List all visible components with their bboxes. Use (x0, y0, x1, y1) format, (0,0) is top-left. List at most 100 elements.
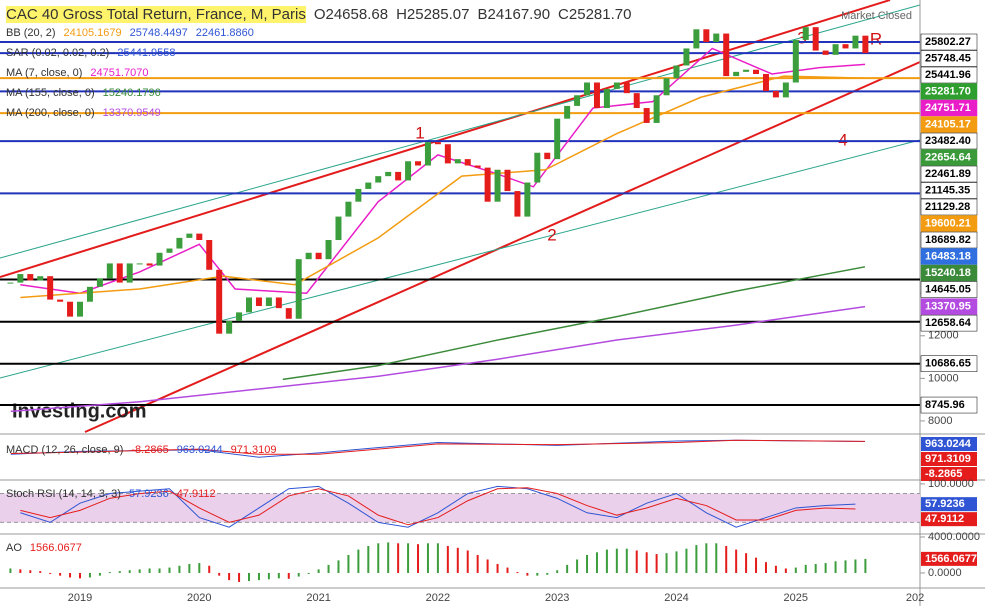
ao-bar (854, 559, 857, 573)
ao-bar (59, 572, 62, 576)
price-box (920, 83, 978, 100)
indicator-row: SAR (0.02, 0.02, 0.2) 25441.9558 (6, 47, 183, 59)
candle (593, 82, 600, 109)
ao-bar (357, 549, 360, 573)
channel-upper (0, 0, 891, 278)
ao-bar (794, 567, 797, 573)
ao-bar (665, 553, 668, 573)
x-tick-label: 2025 (784, 592, 808, 604)
x-tick-label: 2020 (187, 592, 211, 604)
ao-bar (715, 543, 718, 573)
price-label: 16483.18 (925, 250, 971, 262)
price-box (920, 264, 978, 282)
ao-bar (128, 570, 131, 573)
readout-value: -8.2865 (131, 444, 169, 456)
indicator-line (20, 487, 856, 526)
ao-bar (705, 543, 708, 573)
ao-bar (586, 554, 589, 573)
candle (17, 274, 24, 283)
ao-bar (39, 571, 42, 573)
candle (584, 82, 591, 96)
candle (743, 69, 750, 72)
candle (653, 95, 660, 123)
channel-mid (0, 4, 921, 259)
x-tick-label: 202 (906, 592, 924, 604)
candle (27, 274, 34, 281)
ao-bar (307, 572, 310, 574)
ao-bar (198, 563, 201, 573)
price-box (920, 182, 978, 199)
price-label: 12658.64 (925, 317, 972, 329)
ao-bar (208, 565, 211, 573)
x-tick-label: 2021 (306, 592, 330, 604)
ao-bar (645, 552, 648, 573)
ao-bar (267, 572, 270, 580)
ao-bar (456, 547, 459, 573)
candle (544, 152, 551, 160)
candle (156, 252, 163, 266)
candle (96, 278, 103, 287)
candle (623, 82, 630, 94)
price-label: 15240.18 (925, 267, 971, 279)
candle (405, 161, 412, 181)
price-box (920, 298, 978, 315)
candle (713, 33, 720, 43)
candle (603, 88, 610, 109)
candle (643, 108, 650, 123)
candle (255, 297, 262, 306)
candle (822, 50, 829, 55)
ao-bar (774, 565, 777, 573)
candle (693, 29, 700, 49)
ao-bar (158, 568, 161, 573)
ohlc-value: O24658.68 (313, 6, 389, 23)
indicator-value: 25441.9558 (117, 47, 176, 59)
candle (782, 82, 789, 98)
price-box (920, 50, 978, 67)
ao-bar (108, 572, 111, 574)
price-box (920, 231, 978, 249)
ao-bar (804, 564, 807, 573)
candle (7, 282, 14, 284)
ohlc-value: B24167.90 (477, 6, 551, 23)
ao-bar (118, 571, 121, 573)
price-label: 24751.71 (925, 102, 971, 114)
indicator-row: MA (7, close, 0) 24751.7070 (6, 67, 157, 79)
y-tick-label: 4000.0000 (928, 531, 980, 543)
ao-bar (695, 545, 698, 573)
candle (633, 93, 640, 109)
price-box (920, 281, 978, 298)
price-label: 22654.64 (925, 151, 972, 163)
ao-bar (526, 572, 529, 576)
ao-bar (784, 568, 787, 573)
price-box (920, 248, 978, 265)
price-box (920, 355, 978, 372)
price-box (920, 99, 978, 117)
price-box (920, 314, 978, 332)
indicator-name: MA (7, close, 0) (6, 67, 83, 79)
price-label: 18689.82 (925, 234, 971, 246)
ao-bar (486, 559, 489, 573)
price-label: 13370.95 (925, 301, 971, 313)
candle (444, 144, 451, 164)
candle (375, 176, 382, 183)
candle (842, 44, 849, 49)
candle (812, 27, 819, 51)
ao-bar (228, 572, 231, 581)
candle (703, 29, 710, 43)
ao-bar (347, 554, 350, 573)
price-label: 22461.89 (925, 168, 971, 180)
price-label: 10686.65 (925, 358, 971, 370)
indicator-value: 13370.9549 (102, 107, 161, 119)
value-box (921, 512, 977, 527)
price-box (920, 165, 978, 183)
ao-bar (834, 561, 837, 573)
value-label: -8.2865 (925, 468, 962, 480)
ao-bar (595, 552, 598, 573)
ao-bar (218, 572, 221, 576)
candle (196, 233, 203, 241)
price-label: 19600.21 (925, 217, 971, 229)
ao-bar (446, 545, 449, 573)
ao-bar (536, 572, 539, 576)
indicator-value: 25748.4497 (129, 27, 188, 39)
candle (474, 165, 481, 168)
